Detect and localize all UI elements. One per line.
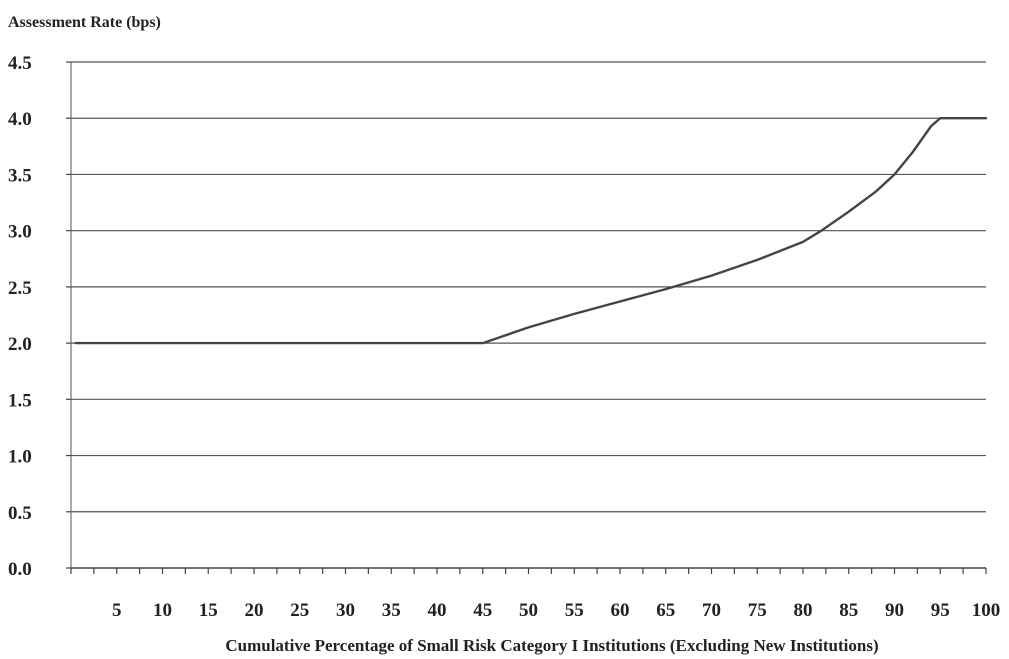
x-tick-label: 85	[839, 600, 858, 621]
x-tick-label: 80	[794, 600, 813, 621]
x-tick-label: 45	[473, 600, 492, 621]
y-tick-label: 2.5	[8, 278, 32, 299]
x-axis-title: Cumulative Percentage of Small Risk Cate…	[225, 636, 878, 655]
x-tick-label: 55	[565, 600, 584, 621]
y-tick-label: 4.5	[8, 53, 32, 74]
y-tick-label: 3.0	[8, 222, 32, 243]
series-lines	[74, 116, 988, 345]
x-axis-tick-labels: 5 10 15 20 25 30 35 40 45 50 55 60 65 70 75 80 85 90 95 100	[112, 600, 1000, 621]
x-tick-label: 10	[153, 600, 172, 621]
x-tick-label: 40	[428, 600, 447, 621]
x-tick-label: 35	[382, 600, 401, 621]
x-tick-label: 30	[336, 600, 355, 621]
x-tick-label: 65	[656, 600, 675, 621]
y-tick-label: 4.0	[8, 109, 32, 130]
x-tick-label: 70	[702, 600, 721, 621]
x-tick-label: 75	[748, 600, 767, 621]
x-tick-label: 15	[199, 600, 218, 621]
y-tick-label: 1.0	[8, 447, 32, 468]
axes	[66, 61, 987, 574]
y-tick-label: 0.5	[8, 503, 32, 524]
y-axis-title: Assessment Rate (bps)	[8, 14, 161, 31]
x-tick-label: 5	[112, 600, 122, 621]
x-tick-label: 25	[290, 600, 309, 621]
series-line	[74, 116, 988, 345]
gridlines	[71, 61, 986, 513]
x-tick-label: 95	[931, 600, 950, 621]
y-tick-label: 0.0	[8, 559, 32, 580]
y-tick-label: 3.5	[8, 165, 32, 186]
y-axis-tick-labels: 0.0 0.5 1.0 1.5 2.0 2.5 3.0 3.5 4.0 4.5	[8, 53, 32, 580]
x-tick-label: 50	[519, 600, 538, 621]
y-tick-label: 1.5	[8, 390, 32, 411]
x-tick-label: 100	[972, 600, 1001, 621]
x-tick-label: 20	[245, 600, 264, 621]
x-tick-label: 90	[885, 600, 904, 621]
x-tick-label: 60	[611, 600, 630, 621]
y-tick-label: 2.0	[8, 334, 32, 355]
